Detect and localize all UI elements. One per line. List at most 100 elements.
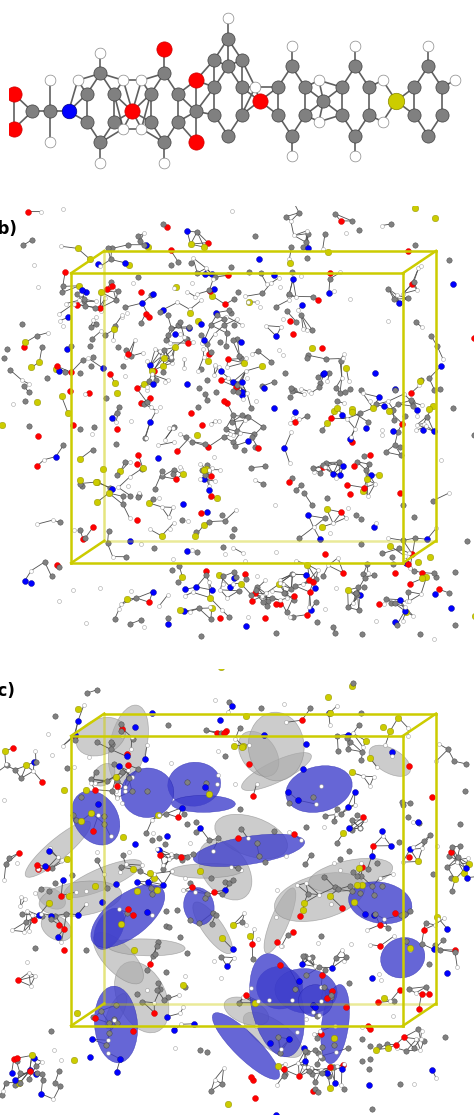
Ellipse shape <box>72 791 120 845</box>
Point <box>470 329 474 347</box>
Point <box>114 772 121 789</box>
Point <box>323 454 330 472</box>
Point <box>307 699 314 717</box>
Point <box>111 375 118 392</box>
Point <box>33 515 41 533</box>
Point <box>67 337 74 355</box>
Point <box>318 421 326 439</box>
Point <box>355 579 362 597</box>
Point <box>91 775 99 793</box>
Point <box>391 436 399 454</box>
Point <box>445 584 452 602</box>
Point <box>444 920 451 938</box>
Point <box>428 787 436 805</box>
Point <box>362 460 369 478</box>
Point <box>135 486 142 504</box>
Point <box>327 895 335 913</box>
Point <box>159 215 167 233</box>
Point <box>337 212 345 230</box>
Point <box>25 1069 32 1087</box>
Point <box>281 1056 289 1074</box>
Point <box>364 860 371 878</box>
Point <box>355 716 363 734</box>
Point <box>127 533 134 551</box>
Point <box>319 365 327 382</box>
Point <box>97 65 104 83</box>
Point <box>292 312 300 330</box>
Point <box>426 547 433 565</box>
Point <box>321 457 329 475</box>
Point <box>323 989 330 1007</box>
Point <box>209 904 217 922</box>
Point <box>208 914 216 932</box>
Point <box>239 737 246 755</box>
Point <box>357 705 365 723</box>
Point <box>160 357 167 375</box>
Point <box>278 938 285 956</box>
Point <box>203 456 211 474</box>
Point <box>217 581 224 599</box>
Point <box>364 564 372 582</box>
Point <box>37 203 45 221</box>
Point <box>165 508 173 526</box>
Point <box>370 886 378 904</box>
Point <box>33 856 41 874</box>
Point <box>309 1065 316 1083</box>
Point <box>447 843 455 861</box>
Point <box>370 768 377 786</box>
Point <box>149 375 156 392</box>
Point <box>405 592 413 610</box>
Point <box>346 290 354 308</box>
Point <box>406 841 414 859</box>
Point <box>115 600 123 618</box>
Point <box>107 251 114 269</box>
Point <box>230 949 238 967</box>
Point <box>198 333 205 351</box>
Point <box>147 879 155 896</box>
Point <box>375 388 383 406</box>
Point <box>310 1025 318 1043</box>
Point <box>174 85 182 103</box>
Point <box>355 859 363 876</box>
Point <box>167 350 174 368</box>
Point <box>237 375 245 392</box>
Ellipse shape <box>91 884 165 948</box>
Point <box>204 234 212 252</box>
Point <box>364 555 371 573</box>
Point <box>345 599 352 617</box>
Point <box>31 939 39 957</box>
Point <box>50 1090 57 1108</box>
Point <box>34 392 41 410</box>
Point <box>366 391 374 409</box>
Point <box>404 727 412 745</box>
Point <box>119 487 127 505</box>
Point <box>347 428 355 446</box>
Point <box>124 345 132 362</box>
Point <box>230 434 237 452</box>
Point <box>30 256 38 274</box>
Point <box>437 452 445 469</box>
Point <box>382 736 389 754</box>
Point <box>295 204 303 222</box>
Point <box>150 869 158 886</box>
Point <box>143 352 150 370</box>
Point <box>301 948 309 966</box>
Point <box>235 993 243 1011</box>
Point <box>97 134 104 152</box>
Point <box>300 1058 308 1076</box>
Point <box>305 950 313 968</box>
Point <box>65 888 73 905</box>
Point <box>280 696 288 714</box>
Point <box>122 547 130 565</box>
Point <box>318 1060 325 1078</box>
Point <box>290 381 298 399</box>
Point <box>397 906 405 924</box>
Point <box>18 371 26 389</box>
Point <box>97 154 104 172</box>
Point <box>87 774 95 792</box>
Point <box>379 826 387 844</box>
Point <box>214 832 222 850</box>
Point <box>215 358 222 376</box>
Point <box>15 1074 23 1092</box>
Point <box>192 823 200 841</box>
